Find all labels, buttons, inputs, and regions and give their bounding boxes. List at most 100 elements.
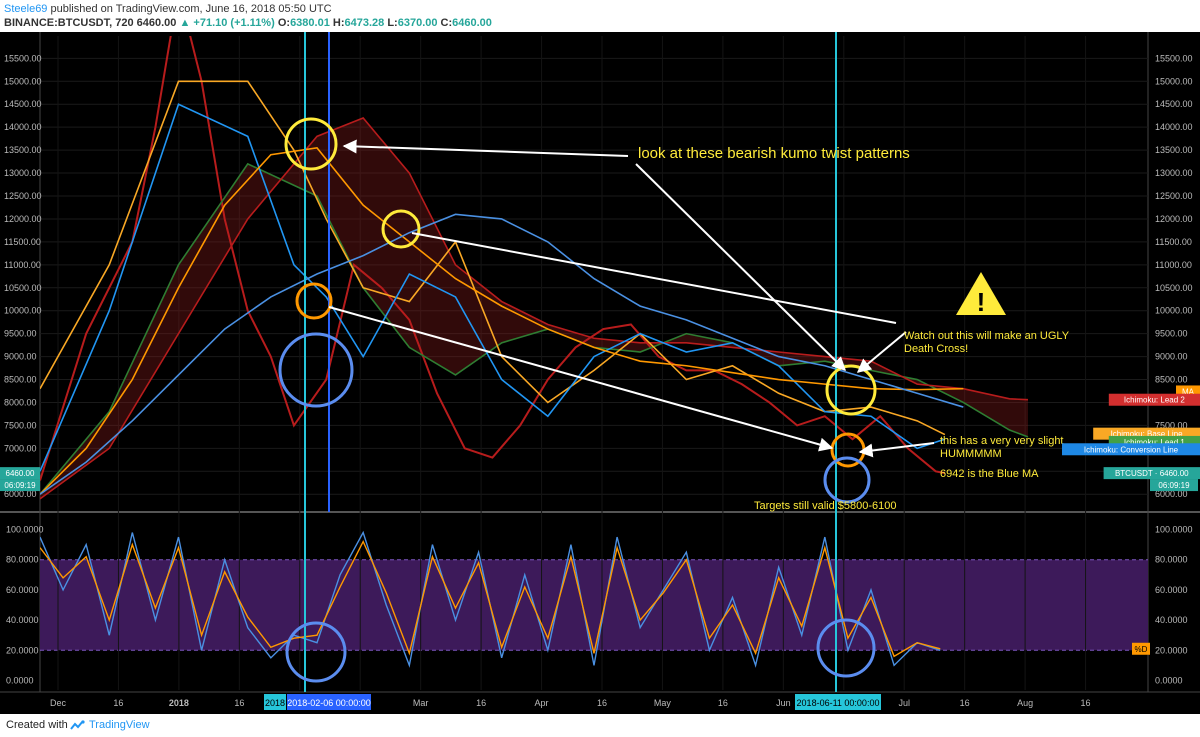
- y-tick-left: 13500.00: [4, 145, 42, 155]
- tradingview-link[interactable]: TradingView: [89, 719, 150, 731]
- circle-cross-1: [381, 209, 421, 249]
- annotations: ! look at these bearish kumo twist patte…: [278, 117, 1070, 683]
- footer-bar: Created with TradingView: [0, 714, 1200, 737]
- x-highlight-label: 2018-06-11 00:00:00: [797, 698, 880, 708]
- annotation-death-cross-2: Death Cross!: [904, 343, 968, 355]
- warning-icon: !: [956, 272, 1006, 317]
- series-line-ma-blue-: [40, 213, 964, 495]
- y-tick-right: 13000.00: [1155, 168, 1193, 178]
- right-time-tag-box: [1150, 479, 1198, 492]
- osc-y-tick-right: 0.0000: [1155, 675, 1183, 685]
- stoch-band: [40, 559, 1148, 651]
- y-tick-left: 10000.00: [4, 306, 42, 316]
- close-label: C:: [440, 17, 453, 29]
- series-line-price: [40, 36, 946, 481]
- symbol-ohlc-line: BINANCE:BTCUSDT, 720 6460.00 ▲ +71.10 (+…: [4, 17, 492, 29]
- osc-y-tick-left: 40.0000: [6, 615, 39, 625]
- x-tick: 16: [234, 698, 244, 708]
- y-tick-left: 9000.00: [4, 352, 37, 362]
- created-with-text: Created with: [6, 719, 68, 731]
- x-tick: 16: [113, 698, 123, 708]
- y-tick-right: 15000.00: [1155, 76, 1193, 86]
- osc-y-tick-right: 20.0000: [1155, 645, 1188, 655]
- stoch-tag-label: %D: [1135, 645, 1148, 654]
- y-tick-right: 13500.00: [1155, 145, 1193, 155]
- price-chart[interactable]: 6000.006000.006500.006500.007000.007000.…: [0, 32, 1200, 714]
- y-tick-left: 12500.00: [4, 191, 42, 201]
- circle-stoch-2: [816, 618, 876, 678]
- author-link[interactable]: Steele69: [4, 3, 48, 15]
- price-tag-box: [1103, 467, 1200, 480]
- stoch-tag-box: [1132, 642, 1150, 655]
- y-tick-left: 7500.00: [4, 420, 37, 430]
- y-tick-left: 10500.00: [4, 283, 42, 293]
- author-line: Steele69 published on TradingView.com, J…: [4, 3, 332, 15]
- y-tick-right: 9500.00: [1155, 329, 1188, 339]
- arrow-slight-cross: [858, 442, 935, 458]
- left-tag-label: 6460.00: [6, 469, 35, 478]
- open-label: O:: [277, 17, 291, 29]
- osc-y-tick-left: 60.0000: [6, 585, 39, 595]
- osc-y-tick-right: 80.0000: [1155, 555, 1188, 565]
- series-line-ma-orange-: [40, 146, 964, 495]
- arrow-orange-to-blue: [328, 306, 834, 452]
- x-tick: May: [654, 698, 672, 708]
- y-tick-right: 7500.00: [1155, 420, 1188, 430]
- annotation-targets: Targets still valid $5800-6100: [754, 500, 896, 512]
- price-change: ▲ +71.10 (+1.11%): [179, 17, 275, 29]
- annotation-blue-ma: 6942 is the Blue MA: [940, 468, 1039, 480]
- y-tick-left: 14000.00: [4, 122, 42, 132]
- publish-header: Steele69 published on TradingView.com, J…: [0, 0, 1200, 32]
- high-value: 6473.28: [344, 17, 385, 29]
- stoch-line-d: [40, 539, 941, 658]
- x-tick: 2018: [169, 698, 189, 708]
- x-highlight-label: 2018: [265, 698, 285, 708]
- stoch-series-layer: [40, 530, 941, 668]
- osc-y-tick-right: 40.0000: [1155, 615, 1188, 625]
- right-time-tag: 06:09:19: [1158, 481, 1190, 490]
- circle-blue-dip-1: [278, 332, 354, 408]
- chart-grid: [40, 36, 1148, 690]
- low-value: 6370.00: [397, 17, 438, 29]
- last-price: 6460.00: [136, 17, 177, 29]
- low-label: L:: [387, 17, 398, 29]
- warning-symbol: !: [977, 287, 986, 317]
- y-tick-right: 14000.00: [1155, 122, 1193, 132]
- y-tick-left: 15000.00: [4, 76, 42, 86]
- osc-y-tick-left: 0.0000: [6, 675, 34, 685]
- stoch-band-fill: [40, 559, 1148, 651]
- price-tag-label: MA: [1182, 387, 1195, 396]
- y-tick-left: 12000.00: [4, 214, 42, 224]
- y-tick-right: 15500.00: [1155, 53, 1193, 63]
- y-tick-right: 11000.00: [1155, 260, 1192, 270]
- y-tick-left: 8000.00: [4, 397, 37, 407]
- x-highlight-label: 2018-02-06 00:00:00: [287, 698, 371, 708]
- price-tag-label: Ichimoku: Lead 2: [1124, 396, 1185, 405]
- y-tick-left: 11000.00: [4, 260, 41, 270]
- osc-y-tick-left: 20.0000: [6, 645, 39, 655]
- osc-y-tick-left: 80.0000: [6, 555, 39, 565]
- price-tag-label: Ichimoku: Lead 1: [1124, 438, 1185, 447]
- x-tick: Jul: [898, 698, 910, 708]
- y-tick-left: 13000.00: [4, 168, 42, 178]
- y-tick-left: 8500.00: [4, 375, 37, 385]
- y-tick-right: 12500.00: [1155, 191, 1193, 201]
- series-line-ichimoku-base-line: [40, 80, 946, 436]
- circle-death-cross: [825, 364, 877, 416]
- open-value: 6380.01: [290, 17, 330, 29]
- x-tick: 16: [718, 698, 728, 708]
- y-tick-right: 6000.00: [1155, 489, 1188, 499]
- y-tick-right: 10000.00: [1155, 306, 1193, 316]
- arrow-line-from-cross: [411, 232, 897, 324]
- annotation-death-cross-1: Watch out this will make an UGLY: [904, 330, 1070, 342]
- x-tick: Mar: [413, 698, 429, 708]
- left-tag-box: [0, 467, 40, 480]
- arrow-to-death-cross: [635, 163, 846, 371]
- main-series-layer: [40, 36, 1029, 500]
- high-label: H:: [332, 17, 345, 29]
- price-tag-label: Ichimoku: Conversion Line: [1084, 445, 1179, 454]
- x-highlight-box: [795, 694, 881, 710]
- published-text: published on TradingView.com, June 16, 2…: [50, 3, 332, 15]
- annotation-slight-2: HUMMMMM: [940, 448, 1002, 460]
